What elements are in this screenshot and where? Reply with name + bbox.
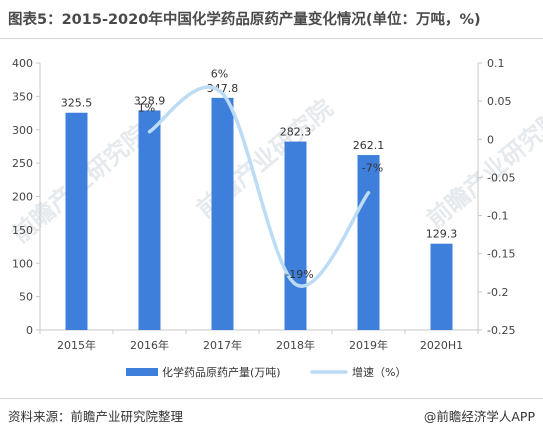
x-tick-label: 2020H1: [420, 339, 463, 352]
y-left-tick-label: 150: [12, 224, 33, 237]
y-left-tick-label: 250: [12, 157, 33, 170]
legend-bar-label: 化学药品原药产量(万吨): [162, 365, 281, 379]
watermark-text: 前瞻产业研究院: [422, 104, 543, 233]
bar: [431, 244, 453, 330]
brand-credit: @前瞻经济学人APP: [424, 406, 535, 425]
x-tick-label: 2019年: [349, 338, 388, 352]
bar-value-label: 129.3: [426, 228, 458, 241]
growth-value-label: -19%: [285, 268, 313, 281]
bar: [212, 98, 234, 330]
y-left-tick-label: 100: [12, 257, 33, 270]
x-tick-label: 2017年: [203, 338, 242, 352]
y-left-tick-label: 300: [12, 124, 33, 137]
x-tick-label: 2016年: [130, 338, 169, 352]
legend-line-label: 增速（%）: [352, 365, 406, 379]
y-left-tick-label: 350: [12, 90, 33, 103]
y-right-tick-label: -0.2: [487, 286, 508, 299]
footer: 资料来源：前瞻产业研究院整理 @前瞻经济学人APP: [0, 398, 543, 430]
y-left-tick-label: 200: [12, 191, 33, 204]
bar: [139, 110, 161, 330]
y-right-tick-label: -0.15: [487, 248, 515, 261]
source-note: 资料来源：前瞻产业研究院整理: [8, 406, 183, 425]
x-tick-label: 2018年: [276, 338, 315, 352]
y-right-tick-label: 0.1: [487, 57, 505, 70]
bar-value-label: 262.1: [353, 139, 385, 152]
y-right-tick-label: -0.05: [487, 171, 515, 184]
y-left-tick-label: 400: [12, 57, 33, 70]
y-right-tick-label: -0.25: [487, 324, 515, 337]
y-left-tick-label: 0: [26, 324, 33, 337]
bar: [358, 155, 380, 330]
y-right-tick-label: -0.1: [487, 210, 508, 223]
bar-value-label: 325.5: [61, 97, 93, 110]
y-right-tick-label: 0.05: [487, 95, 512, 108]
y-left-tick-label: 50: [19, 291, 33, 304]
bar: [66, 113, 88, 330]
y-right-tick-label: 0: [487, 133, 494, 146]
legend-bar-swatch: [126, 368, 158, 376]
bar: [285, 142, 307, 330]
growth-value-label: -7%: [362, 162, 383, 175]
growth-value-label: 6%: [211, 68, 228, 81]
combo-chart: 前瞻产业研究院前瞻产业研究院前瞻产业研究院0501001502002503003…: [0, 0, 543, 398]
growth-value-label: 1%: [138, 102, 155, 115]
x-tick-label: 2015年: [57, 338, 96, 352]
bar-value-label: 282.3: [280, 126, 312, 139]
